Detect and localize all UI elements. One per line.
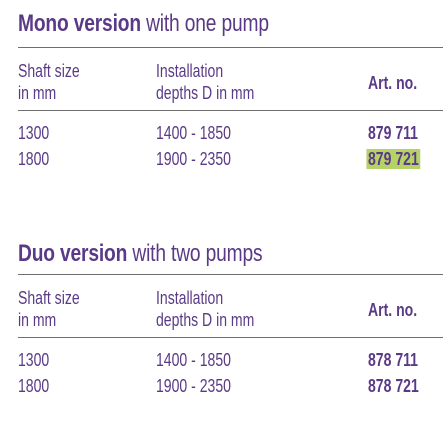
duo-row2-art: 878 721 [368,376,419,396]
mono-row2-shaft: 1800 [18,149,50,169]
duo-title-strong: Duo version [18,240,128,267]
duo-title-rule [18,274,443,275]
duo-col-shaft-header-2: in mm [18,310,57,330]
mono-col-shaft-header-1: Shaft size [18,61,80,81]
duo-col-install-header-2: depths D in mm [156,310,255,330]
duo-row2-depth: 1900 - 2350 [156,376,231,396]
mono-row2-art-highlight: 879 721 [366,149,421,169]
duo-row1-art: 878 711 [368,350,418,370]
duo-col-art-header: Art. no. [368,300,418,320]
mono-row1-depth: 1400 - 1850 [156,123,231,143]
duo-title: Duo version with two pumps [18,240,263,268]
mono-title-strong: Mono version [18,10,141,37]
mono-section: Mono version with one pump Shaft size in… [18,10,443,200]
mono-col-art-header: Art. no. [368,73,418,93]
duo-col-shaft-header-1: Shaft size [18,288,80,308]
mono-title: Mono version with one pump [18,10,269,38]
mono-title-rest: with one pump [140,10,269,37]
duo-col-install-header-1: Installation [156,288,224,308]
duo-section: Duo version with two pumps Shaft size in… [18,240,443,430]
mono-header-rule [18,110,443,111]
duo-title-rest: with two pumps [127,240,263,267]
mono-col-install-header-2: depths D in mm [156,83,255,103]
duo-row1-shaft: 1300 [18,350,50,370]
mono-col-install-header-1: Installation [156,61,224,81]
mono-col-shaft-header-2: in mm [18,83,57,103]
duo-row2-shaft: 1800 [18,376,50,396]
mono-row1-art: 879 711 [368,123,418,143]
mono-row1-shaft: 1300 [18,123,50,143]
duo-row1-depth: 1400 - 1850 [156,350,231,370]
duo-header-rule [18,337,443,338]
mono-title-rule [18,47,443,48]
mono-row2-depth: 1900 - 2350 [156,149,231,169]
mono-row2-art: 879 721 [366,148,421,170]
